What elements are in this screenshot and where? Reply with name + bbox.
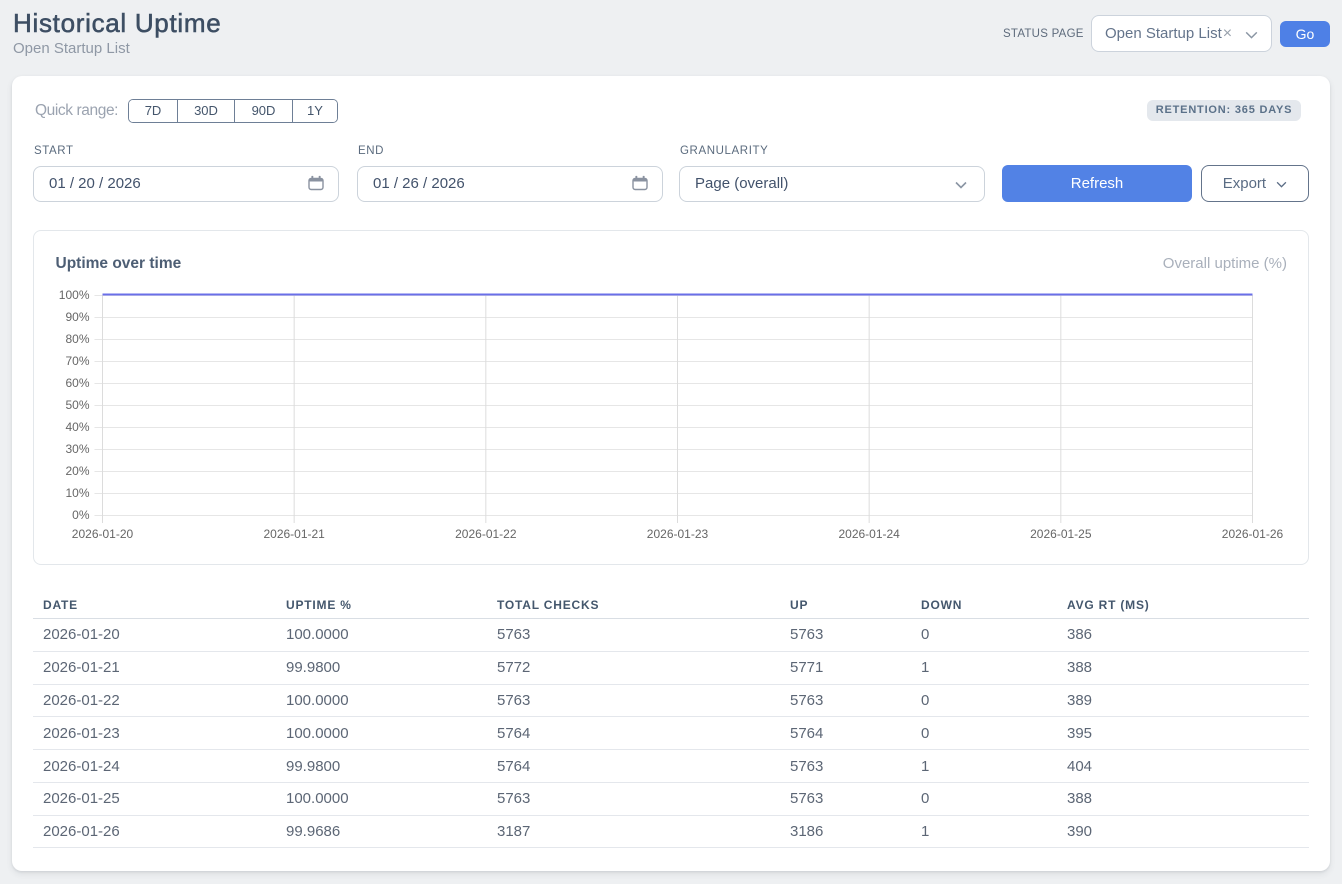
svg-text:30%: 30% [65, 442, 89, 456]
svg-text:2026-01-26: 2026-01-26 [1222, 527, 1284, 541]
svg-text:70%: 70% [65, 354, 89, 368]
svg-text:50%: 50% [65, 398, 89, 412]
svg-text:40%: 40% [65, 420, 89, 434]
svg-text:2026-01-24: 2026-01-24 [838, 527, 900, 541]
svg-text:2026-01-25: 2026-01-25 [1030, 527, 1092, 541]
svg-text:20%: 20% [65, 464, 89, 478]
svg-text:2026-01-20: 2026-01-20 [72, 527, 134, 541]
svg-text:100%: 100% [59, 288, 90, 302]
svg-text:10%: 10% [65, 486, 89, 500]
svg-text:60%: 60% [65, 376, 89, 390]
svg-text:90%: 90% [65, 310, 89, 324]
svg-text:2026-01-22: 2026-01-22 [455, 527, 517, 541]
svg-text:2026-01-23: 2026-01-23 [647, 527, 709, 541]
svg-text:80%: 80% [65, 332, 89, 346]
svg-text:0%: 0% [72, 508, 90, 522]
svg-text:2026-01-21: 2026-01-21 [263, 527, 325, 541]
